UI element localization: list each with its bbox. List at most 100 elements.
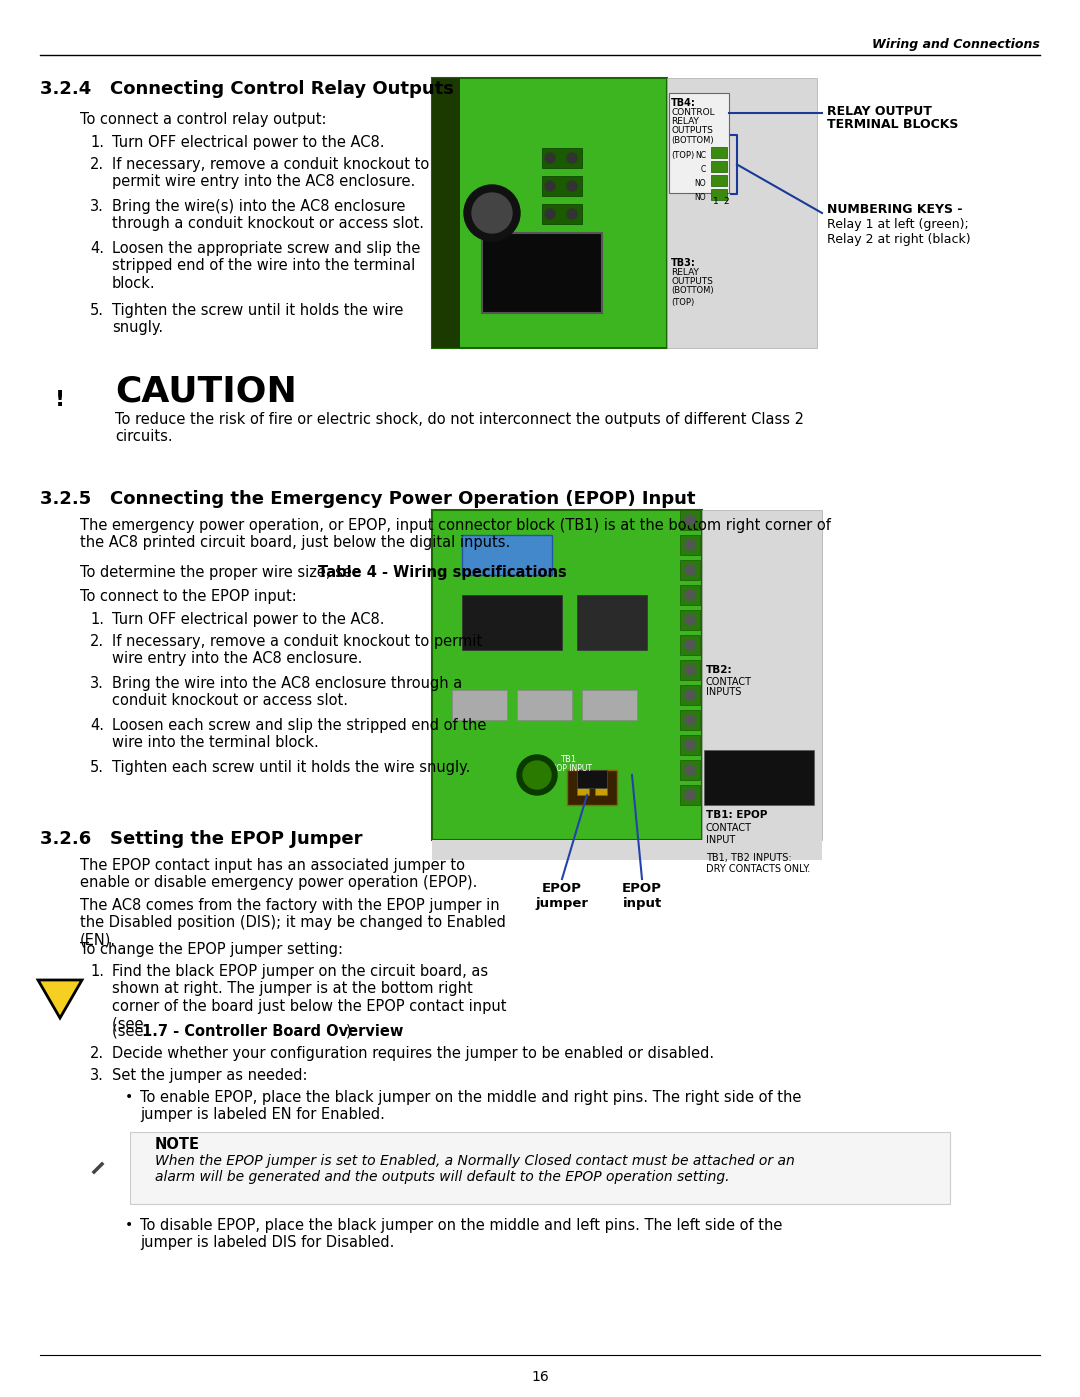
- Circle shape: [464, 184, 519, 242]
- Text: Turn OFF electrical power to the AC8.: Turn OFF electrical power to the AC8.: [112, 136, 384, 149]
- FancyBboxPatch shape: [680, 585, 700, 605]
- Text: TB1, TB2 INPUTS:: TB1, TB2 INPUTS:: [706, 854, 792, 863]
- FancyBboxPatch shape: [667, 78, 816, 348]
- Circle shape: [685, 564, 696, 576]
- Text: .: .: [526, 564, 530, 580]
- Text: TB3:: TB3:: [671, 258, 696, 268]
- Text: The emergency power operation, or EPOP, input connector block (TB1) is at the bo: The emergency power operation, or EPOP, …: [80, 518, 831, 550]
- FancyBboxPatch shape: [542, 204, 582, 224]
- FancyBboxPatch shape: [453, 690, 507, 719]
- Text: INPUTS: INPUTS: [706, 687, 741, 697]
- Text: (see: (see: [112, 1024, 148, 1039]
- FancyBboxPatch shape: [680, 760, 700, 780]
- Circle shape: [685, 665, 696, 675]
- Text: 1.7 - Controller Board Overview: 1.7 - Controller Board Overview: [141, 1024, 403, 1039]
- Text: Relay 1 at left (green);: Relay 1 at left (green);: [827, 218, 969, 231]
- Text: CONTACT: CONTACT: [706, 823, 752, 833]
- Text: 3.2.5   Connecting the Emergency Power Operation (EPOP) Input: 3.2.5 Connecting the Emergency Power Ope…: [40, 490, 696, 509]
- Text: EPOP
jumper: EPOP jumper: [536, 882, 589, 909]
- FancyBboxPatch shape: [432, 78, 460, 348]
- FancyBboxPatch shape: [542, 176, 582, 196]
- Text: To determine the proper wire size, see: To determine the proper wire size, see: [80, 564, 365, 580]
- Text: C: C: [701, 165, 706, 175]
- Text: 3.2.6   Setting the EPOP Jumper: 3.2.6 Setting the EPOP Jumper: [40, 830, 363, 848]
- Text: If necessary, remove a conduit knockout to permit
wire entry into the AC8 enclos: If necessary, remove a conduit knockout …: [112, 634, 482, 666]
- Circle shape: [685, 690, 696, 700]
- Text: NOTE: NOTE: [156, 1137, 200, 1153]
- Circle shape: [685, 615, 696, 624]
- FancyBboxPatch shape: [680, 560, 700, 580]
- Circle shape: [685, 715, 696, 725]
- FancyBboxPatch shape: [432, 510, 702, 840]
- FancyBboxPatch shape: [702, 510, 822, 840]
- FancyBboxPatch shape: [680, 610, 700, 630]
- Text: 16: 16: [531, 1370, 549, 1384]
- FancyBboxPatch shape: [680, 735, 700, 754]
- Text: CAUTION: CAUTION: [114, 374, 297, 409]
- FancyBboxPatch shape: [680, 785, 700, 805]
- Text: (TOP): (TOP): [671, 298, 694, 307]
- Text: OUTPUTS: OUTPUTS: [671, 277, 713, 286]
- FancyBboxPatch shape: [680, 535, 700, 555]
- Circle shape: [685, 515, 696, 525]
- FancyBboxPatch shape: [577, 770, 607, 788]
- Text: •: •: [125, 1090, 133, 1104]
- Circle shape: [685, 590, 696, 599]
- Text: Bring the wire into the AC8 enclosure through a
conduit knockout or access slot.: Bring the wire into the AC8 enclosure th…: [112, 676, 462, 708]
- FancyBboxPatch shape: [542, 148, 582, 168]
- Circle shape: [567, 210, 577, 219]
- Circle shape: [523, 761, 551, 789]
- Text: RELAY: RELAY: [671, 117, 699, 126]
- Circle shape: [685, 541, 696, 550]
- Text: ).: ).: [346, 1024, 356, 1039]
- Text: To connect to the EPOP input:: To connect to the EPOP input:: [80, 590, 297, 604]
- Text: 4.: 4.: [90, 242, 104, 256]
- FancyBboxPatch shape: [462, 535, 552, 576]
- Text: TB1: TB1: [561, 754, 576, 764]
- Text: INPUT: INPUT: [706, 835, 735, 845]
- Circle shape: [545, 210, 555, 219]
- Text: NO: NO: [694, 193, 706, 203]
- FancyBboxPatch shape: [130, 1132, 950, 1204]
- Circle shape: [567, 154, 577, 163]
- Text: 2.: 2.: [90, 634, 104, 650]
- FancyBboxPatch shape: [680, 510, 700, 529]
- Text: Find the black EPOP jumper on the circuit board, as
shown at right. The jumper i: Find the black EPOP jumper on the circui…: [112, 964, 507, 1031]
- Text: (BOTTOM): (BOTTOM): [671, 136, 714, 145]
- Text: NO: NO: [694, 179, 706, 189]
- Text: Set the jumper as needed:: Set the jumper as needed:: [112, 1067, 308, 1083]
- Text: •: •: [125, 1218, 133, 1232]
- Text: RELAY OUTPUT: RELAY OUTPUT: [827, 105, 932, 117]
- FancyBboxPatch shape: [711, 189, 727, 200]
- Circle shape: [545, 182, 555, 191]
- Text: (BOTTOM): (BOTTOM): [671, 286, 714, 295]
- Text: EPOP INPUT: EPOP INPUT: [546, 764, 592, 773]
- Text: 5.: 5.: [90, 760, 104, 775]
- Text: OUTPUTS: OUTPUTS: [671, 126, 713, 136]
- Circle shape: [472, 193, 512, 233]
- Text: 2.: 2.: [90, 1046, 104, 1060]
- Text: 3.: 3.: [90, 676, 104, 692]
- FancyBboxPatch shape: [582, 690, 637, 719]
- Text: 2: 2: [724, 197, 729, 205]
- Text: DRY CONTACTS ONLY.: DRY CONTACTS ONLY.: [706, 863, 810, 875]
- Text: Relay 2 at right (black): Relay 2 at right (black): [827, 233, 971, 246]
- FancyBboxPatch shape: [482, 233, 602, 313]
- Text: When the EPOP jumper is set to Enabled, a Normally Closed contact must be attach: When the EPOP jumper is set to Enabled, …: [156, 1154, 795, 1185]
- Circle shape: [567, 182, 577, 191]
- FancyBboxPatch shape: [680, 710, 700, 731]
- Text: To enable EPOP, place the black jumper on the middle and right pins. The right s: To enable EPOP, place the black jumper o…: [140, 1090, 801, 1122]
- Text: 1.: 1.: [90, 136, 104, 149]
- Circle shape: [685, 740, 696, 750]
- FancyBboxPatch shape: [595, 770, 607, 795]
- Text: TB4:: TB4:: [671, 98, 696, 108]
- FancyBboxPatch shape: [517, 690, 572, 719]
- Circle shape: [685, 766, 696, 775]
- Text: Loosen the appropriate screw and slip the
stripped end of the wire into the term: Loosen the appropriate screw and slip th…: [112, 242, 420, 291]
- Text: 1.: 1.: [90, 964, 104, 979]
- Text: 1: 1: [713, 197, 719, 205]
- Text: 2.: 2.: [90, 156, 104, 172]
- FancyBboxPatch shape: [432, 78, 667, 348]
- FancyBboxPatch shape: [680, 636, 700, 655]
- Text: To connect a control relay output:: To connect a control relay output:: [80, 112, 326, 127]
